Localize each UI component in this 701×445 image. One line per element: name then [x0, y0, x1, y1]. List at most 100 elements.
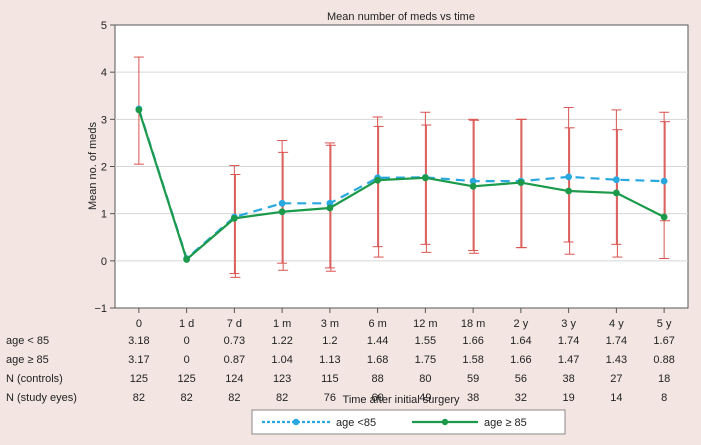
legend-label-age-85-plus: age ≥ 85	[484, 417, 527, 429]
x-tick-label: 3 y	[561, 318, 576, 330]
table-cell: 1.74	[606, 335, 627, 347]
table-cell: 1.75	[415, 354, 436, 366]
series-lines	[135, 105, 668, 263]
table-cell: 59	[467, 373, 479, 385]
table-cell: 14	[610, 392, 622, 404]
y-tick-label: 4	[101, 67, 107, 79]
table-cell: 125	[177, 373, 195, 385]
table-cell: 82	[228, 392, 240, 404]
table-cell: 1.55	[415, 335, 436, 347]
y-tick-label: 0	[101, 256, 107, 268]
data-point	[565, 173, 573, 181]
data-point	[660, 177, 668, 185]
x-tick-label: 18 m	[461, 318, 485, 330]
data-point	[183, 256, 191, 263]
table-cell: 18	[658, 373, 670, 385]
x-tick-label: 6 m	[368, 318, 386, 330]
table-cell: 82	[181, 392, 193, 404]
table-cell: 38	[467, 392, 479, 404]
data-point	[612, 176, 620, 184]
y-tick-label: 5	[101, 20, 107, 32]
x-tick-label: 5 y	[657, 318, 672, 330]
table-cell: 1.44	[367, 335, 388, 347]
table-cell: 49	[419, 392, 431, 404]
data-point	[660, 213, 668, 221]
x-tick-label: 12 m	[413, 318, 437, 330]
data-point	[565, 187, 573, 195]
grid-lines	[115, 71, 688, 262]
table-cell: 38	[563, 373, 575, 385]
table-cell: 0.88	[653, 354, 674, 366]
legend: age <85 age ≥ 85	[251, 409, 566, 435]
x-tick-label: 0	[136, 318, 142, 330]
table-cell: 124	[225, 373, 243, 385]
table-cell: 0.73	[224, 335, 245, 347]
table-cell: 3.17	[128, 354, 149, 366]
table-cell: 115	[321, 373, 339, 385]
table-cell: 82	[133, 392, 145, 404]
series-line-age-under-85	[137, 108, 665, 260]
series-line-age-85-plus	[137, 109, 665, 261]
data-point	[278, 199, 286, 207]
x-tick-label: 4 y	[609, 318, 624, 330]
data-point	[278, 208, 286, 216]
legend-marker-age-under-85	[292, 418, 300, 426]
table-cell: 123	[273, 373, 291, 385]
table-row-label: age < 85	[6, 335, 49, 347]
table-cell: 1.13	[319, 354, 340, 366]
y-tick-label: 1	[101, 209, 107, 221]
table-cell: 1.74	[558, 335, 579, 347]
data-point	[135, 106, 143, 114]
data-point	[326, 199, 334, 207]
table-cell: 1.47	[558, 354, 579, 366]
table-cell: 125	[130, 373, 148, 385]
table-cell: 8	[661, 392, 667, 404]
data-point	[326, 204, 334, 212]
table-cell: 19	[563, 392, 575, 404]
table-cell: 1.43	[606, 354, 627, 366]
data-point	[374, 176, 382, 184]
y-tick-label: 3	[101, 114, 107, 126]
table-row-label: N (controls)	[6, 373, 63, 385]
table-row-label: N (study eyes)	[6, 392, 77, 404]
y-axis-label: Mean no. of meds	[87, 121, 99, 210]
table-cell: 60	[372, 392, 384, 404]
table-cell: 1.66	[462, 335, 483, 347]
table-cell: 3.18	[128, 335, 149, 347]
table-cell: 82	[276, 392, 288, 404]
table-cell: 1.64	[510, 335, 531, 347]
y-tick-label: 2	[101, 162, 107, 174]
table-cell: 0	[184, 335, 190, 347]
legend-label-age-under-85: age <85	[336, 417, 376, 429]
data-point	[612, 189, 620, 197]
x-tick-label: 1 m	[273, 318, 291, 330]
x-axis: 0 1 d 7 d 1 m 3 m 6 m 12 m 18 m 2 y 3 y 4 y 5 y	[136, 308, 672, 330]
table-cell: 32	[515, 392, 527, 404]
table-cell: 88	[372, 373, 384, 385]
table-cell: 1.68	[367, 354, 388, 366]
table-cell: 1.2	[322, 335, 337, 347]
table-cell: 1.22	[271, 335, 292, 347]
y-tick-label: −1	[94, 303, 107, 315]
table-cell: 1.04	[271, 354, 292, 366]
table-cell: 80	[419, 373, 431, 385]
data-point	[469, 182, 477, 190]
table-row-label: age ≥ 85	[6, 354, 49, 366]
x-axis-label: Time after initial surgery	[343, 394, 460, 406]
table-cell: 0	[184, 354, 190, 366]
x-tick-label: 2 y	[514, 318, 529, 330]
y-axis: −1 0 1 2 3 4 5	[94, 20, 115, 315]
table-cell: 0.87	[224, 354, 245, 366]
table-cell: 76	[324, 392, 336, 404]
x-tick-label: 7 d	[227, 318, 242, 330]
table-cell: 1.58	[462, 354, 483, 366]
table-cell: 1.66	[510, 354, 531, 366]
data-point	[517, 179, 525, 186]
table-cell: 1.67	[653, 335, 674, 347]
data-point	[469, 177, 477, 185]
table-cell: 56	[515, 373, 527, 385]
x-tick-label: 1 d	[179, 318, 194, 330]
chart-title: Mean number of meds vs time	[327, 11, 475, 23]
data-point	[230, 214, 238, 222]
